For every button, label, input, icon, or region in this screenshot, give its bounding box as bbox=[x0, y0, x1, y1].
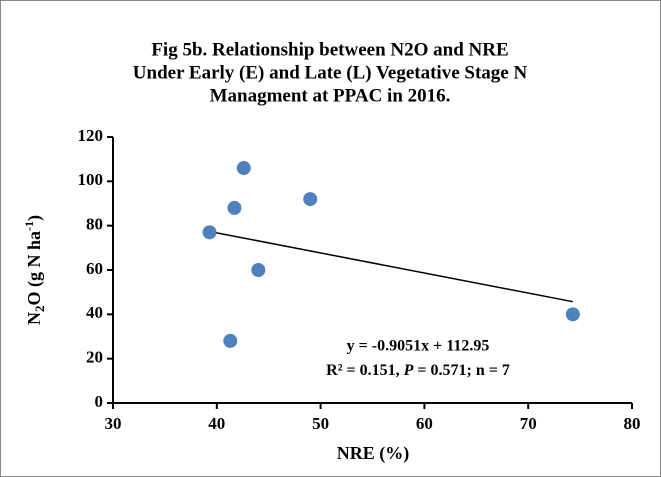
chart-title: Fig 5b. Relationship between N2O and NRE bbox=[151, 39, 508, 60]
y-tick-label: 60 bbox=[86, 259, 103, 278]
annotation-part: = 0.571; n = 7 bbox=[413, 362, 509, 379]
x-tick-label: 70 bbox=[520, 414, 537, 433]
x-tick-label: 50 bbox=[312, 414, 329, 433]
annotation-part: R² = 0.151, bbox=[326, 362, 403, 379]
x-tick-label: 60 bbox=[416, 414, 433, 433]
point bbox=[236, 161, 251, 176]
y-tick-label: 120 bbox=[78, 126, 104, 145]
x-tick-label: 30 bbox=[105, 414, 122, 433]
annotation: R² = 0.151, P = 0.571; n = 7 bbox=[326, 362, 510, 379]
point bbox=[202, 225, 217, 240]
y-label-part: O (g N ha bbox=[24, 231, 45, 306]
y-tick-label: 40 bbox=[86, 303, 103, 322]
y-tick-label: 20 bbox=[86, 348, 103, 367]
y-label-part: 2 bbox=[32, 306, 47, 313]
point bbox=[251, 263, 266, 277]
y-label-part: ) bbox=[24, 215, 45, 221]
y-tick-label: 100 bbox=[78, 170, 104, 189]
chart-title: Managment at PPAC in 2016. bbox=[210, 85, 451, 106]
x-tick-label: 40 bbox=[208, 414, 225, 433]
y-tick-label: 0 bbox=[95, 392, 104, 411]
annotation: y = -0.9051x + 112.95 bbox=[347, 338, 490, 355]
y-tick-label: 80 bbox=[86, 215, 103, 234]
trendline bbox=[209, 230, 573, 303]
point bbox=[227, 200, 242, 215]
annotation-part: P bbox=[403, 362, 414, 379]
point bbox=[565, 307, 580, 322]
y-label-part: -1 bbox=[22, 221, 36, 231]
y-label-part: N bbox=[24, 312, 44, 325]
x-tick-label: 80 bbox=[624, 414, 641, 433]
y-axis-label: N2O (g N ha-1) bbox=[22, 215, 47, 325]
chart-title: Under Early (E) and Late (L) Vegetative … bbox=[133, 62, 528, 83]
x-axis-label: NRE (%) bbox=[337, 443, 410, 464]
point bbox=[303, 192, 318, 207]
point bbox=[223, 333, 238, 348]
